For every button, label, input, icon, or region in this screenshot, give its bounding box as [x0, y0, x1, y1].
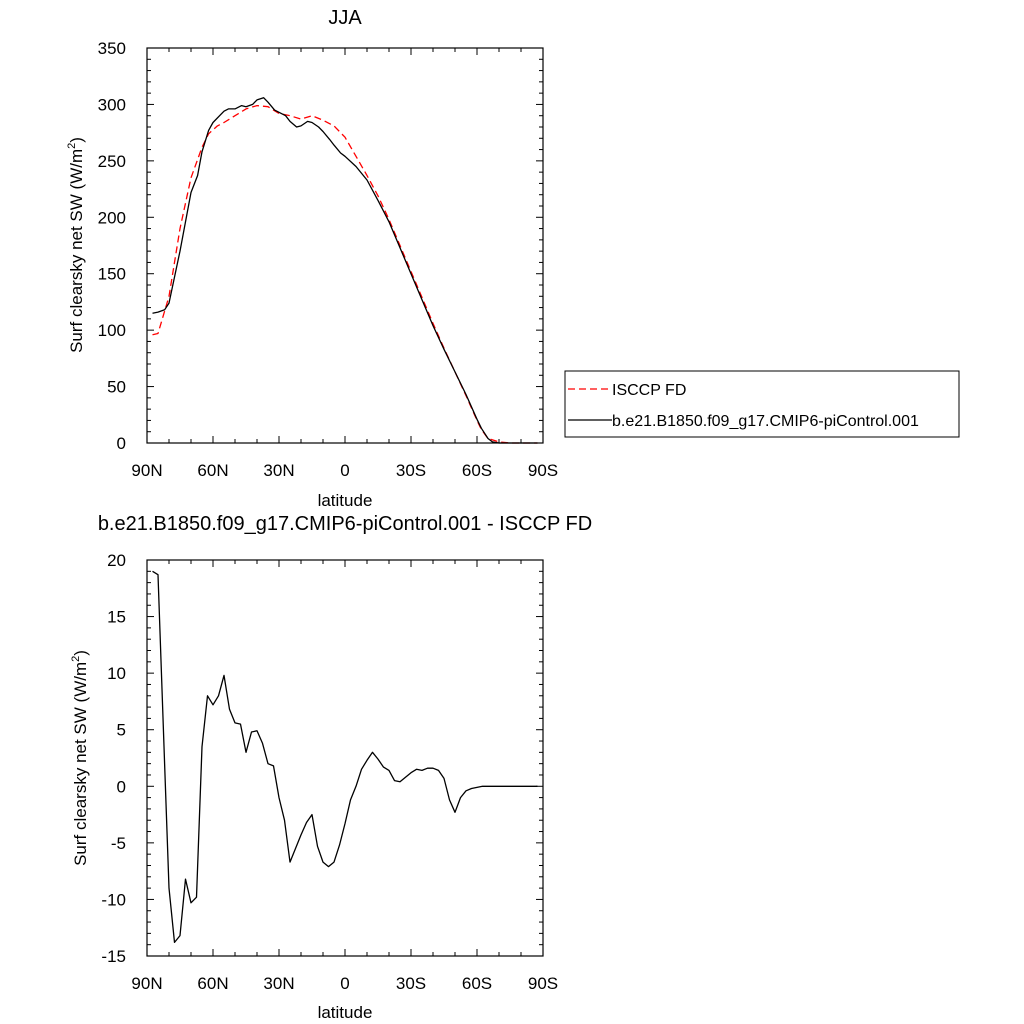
bot-y-tick-label: 20 — [107, 551, 126, 570]
top-y-axis-label: Surf clearsky net SW (W/m2) — [66, 137, 86, 353]
top-x-tick-label: 60S — [462, 461, 492, 480]
top-x-tick-label: 0 — [340, 461, 349, 480]
top-x-tick-labels: 90N 60N 30N 0 30S 60S 90S — [131, 461, 558, 480]
bottom-y-tick-labels: -15 -10 -5 0 5 10 15 20 — [101, 551, 126, 966]
top-series-line-1 — [152, 97, 538, 444]
top-legend: ISCCP FD b.e21.B1850.f09_g17.CMIP6-piCon… — [564, 370, 960, 438]
bottom-chart-title: b.e21.B1850.f09_g17.CMIP6-piControl.001 … — [98, 513, 592, 535]
top-plot-frame — [146, 47, 544, 444]
top-y-axis-label-superscript: 2 — [66, 143, 78, 149]
bottom-panel: b.e21.B1850.f09_g17.CMIP6-piControl.001 … — [70, 513, 592, 1022]
bot-y-tick-label: 15 — [107, 608, 126, 627]
top-y-axis-label-tail: ) — [67, 137, 86, 143]
top-tick-marks — [146, 47, 544, 444]
bot-y-tick-label: -5 — [111, 834, 126, 853]
bottom-x-axis-label: latitude — [318, 1003, 373, 1022]
top-series-layer — [152, 97, 538, 444]
bottom-y-axis-label-main: Surf clearsky net SW (W/m — [71, 662, 90, 866]
top-x-tick-label: 30S — [396, 461, 426, 480]
top-y-tick-labels: 0 50 100 150 200 250 300 350 — [98, 39, 126, 453]
bot-series-line-0 — [152, 570, 538, 944]
bottom-plot-frame — [146, 559, 544, 957]
bot-y-tick-label: 5 — [117, 721, 126, 740]
top-x-axis-label: latitude — [318, 491, 373, 510]
bot-x-tick-label: 90S — [528, 974, 558, 993]
top-chart-title: JJA — [328, 7, 362, 29]
bot-x-tick-label: 60S — [462, 974, 492, 993]
bottom-y-axis-label-tail: ) — [71, 650, 90, 656]
bottom-x-tick-labels: 90N 60N 30N 0 30S 60S 90S — [131, 974, 558, 993]
bot-x-tick-label: 90N — [131, 974, 162, 993]
legend-box — [564, 370, 960, 438]
bot-x-tick-label: 30N — [263, 974, 294, 993]
bot-x-tick-label: 30S — [396, 974, 426, 993]
bot-x-tick-label: 0 — [340, 974, 349, 993]
top-x-tick-label: 30N — [263, 461, 294, 480]
top-panel: JJA 90N 60N 30N 0 30S 60S 90S 0 50 100 150 200 250 3… — [66, 7, 960, 510]
bottom-series-layer — [152, 570, 538, 944]
bottom-y-axis-label: Surf clearsky net SW (W/m2) — [70, 650, 90, 866]
bot-y-tick-label: 10 — [107, 664, 126, 683]
bot-x-tick-label: 60N — [197, 974, 228, 993]
bot-y-tick-label: -10 — [101, 890, 126, 909]
legend-label-model: b.e21.B1850.f09_g17.CMIP6-piControl.001 — [612, 413, 919, 430]
bot-y-tick-label: -15 — [101, 947, 126, 966]
top-y-tick-label: 150 — [98, 265, 126, 284]
top-y-tick-label: 250 — [98, 152, 126, 171]
top-y-tick-label: 100 — [98, 321, 126, 340]
top-y-tick-label: 50 — [107, 378, 126, 397]
top-y-tick-label: 350 — [98, 39, 126, 58]
bot-y-tick-label: 0 — [117, 777, 126, 796]
legend-label-isccp: ISCCP FD — [612, 382, 686, 399]
top-y-tick-label: 200 — [98, 208, 126, 227]
top-x-tick-label: 60N — [197, 461, 228, 480]
top-y-tick-label: 0 — [117, 434, 126, 453]
bottom-y-axis-label-superscript: 2 — [70, 656, 82, 662]
top-y-tick-label: 300 — [98, 95, 126, 114]
bottom-tick-marks — [146, 559, 544, 957]
top-x-tick-label: 90N — [131, 461, 162, 480]
top-x-tick-label: 90S — [528, 461, 558, 480]
top-y-axis-label-main: Surf clearsky net SW (W/m — [67, 149, 86, 353]
